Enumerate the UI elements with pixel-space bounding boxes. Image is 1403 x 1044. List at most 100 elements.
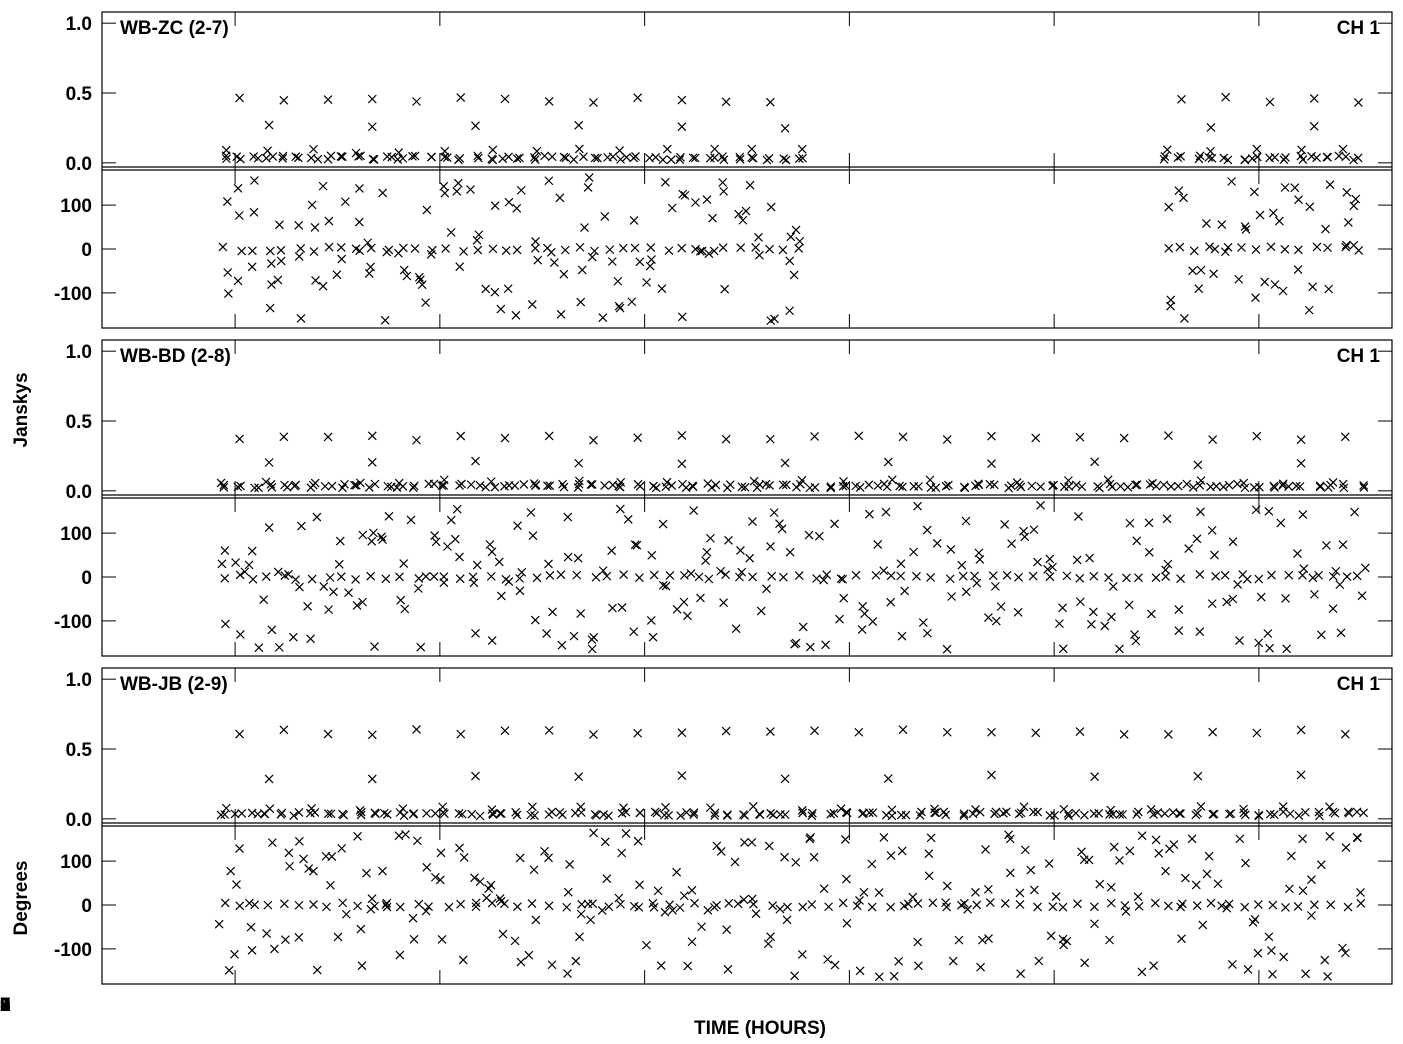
data-point — [822, 570, 832, 580]
data-point — [733, 899, 743, 909]
data-point — [633, 93, 643, 103]
data-point — [1179, 193, 1188, 203]
data-point — [735, 152, 745, 162]
data-point — [1192, 901, 1202, 910]
data-point — [576, 609, 586, 619]
data-point — [569, 631, 579, 641]
data-point — [615, 504, 625, 514]
data-point — [1116, 481, 1125, 491]
data-point — [1316, 860, 1326, 870]
data-point — [1320, 955, 1330, 965]
data-point — [1195, 627, 1205, 637]
data-point — [1131, 480, 1140, 490]
data-point — [678, 479, 687, 489]
data-point — [452, 504, 462, 514]
data-point — [446, 515, 456, 525]
data-point — [1013, 607, 1023, 617]
data-point — [1106, 898, 1116, 908]
data-point — [545, 571, 555, 580]
data-point — [1059, 804, 1069, 814]
data-point — [1031, 433, 1041, 443]
data-point — [597, 905, 607, 915]
data-point — [490, 201, 500, 211]
data-point — [1104, 573, 1113, 582]
data-point — [805, 834, 815, 844]
data-point — [304, 864, 314, 874]
data-point — [614, 301, 624, 311]
data-point — [1239, 808, 1249, 818]
data-point — [1341, 843, 1351, 853]
data-point — [455, 552, 464, 562]
data-point — [598, 566, 608, 576]
data-point — [1268, 900, 1278, 910]
data-point — [264, 120, 274, 130]
data-point — [785, 256, 795, 266]
data-point — [740, 838, 749, 847]
data-point — [629, 627, 639, 637]
data-point — [1205, 242, 1214, 252]
data-point — [618, 243, 628, 253]
data-point — [766, 932, 775, 942]
data-point — [791, 857, 801, 867]
data-point — [662, 477, 672, 487]
data-point — [294, 836, 304, 846]
data-point — [384, 511, 394, 521]
baseline-label: WB-JB (2-9) — [120, 674, 228, 695]
data-point — [780, 458, 790, 468]
data-point — [1196, 801, 1206, 811]
data-point — [324, 605, 334, 615]
data-point — [1120, 901, 1130, 911]
data-point — [575, 242, 585, 252]
data-point — [1309, 121, 1319, 131]
data-point — [701, 556, 711, 566]
data-point — [576, 297, 586, 307]
data-point — [1089, 902, 1099, 912]
data-point — [471, 771, 480, 781]
data-point — [294, 808, 304, 817]
data-point — [1291, 481, 1301, 491]
data-point — [616, 477, 626, 487]
data-point — [220, 619, 230, 629]
data-point — [1323, 243, 1333, 253]
data-point — [1351, 194, 1361, 204]
data-point — [1033, 557, 1042, 567]
data-point — [627, 297, 637, 307]
data-point — [490, 482, 500, 492]
data-point — [1166, 482, 1176, 491]
data-point — [882, 482, 892, 492]
data-point — [897, 846, 907, 856]
data-point — [380, 315, 390, 325]
data-point — [336, 151, 346, 161]
data-point — [1323, 971, 1333, 981]
data-point — [1149, 810, 1158, 819]
data-point — [336, 242, 346, 252]
data-point — [766, 808, 776, 818]
data-point — [895, 481, 905, 491]
data-point — [337, 152, 347, 162]
data-point — [544, 559, 553, 569]
data-point — [469, 578, 479, 588]
data-point — [748, 572, 758, 582]
data-point — [826, 809, 836, 819]
data-point — [366, 571, 376, 581]
data-point — [1193, 771, 1203, 781]
data-point — [1118, 810, 1127, 819]
data-point — [1309, 94, 1319, 103]
data-point — [355, 805, 365, 815]
data-point — [296, 313, 306, 323]
data-point — [1249, 187, 1259, 197]
data-point — [840, 835, 850, 844]
x-axis-title: TIME (HOURS) — [694, 1018, 826, 1039]
data-point — [332, 270, 342, 280]
data-point — [619, 803, 628, 813]
data-point — [1166, 301, 1175, 311]
data-point — [794, 571, 804, 580]
data-point — [838, 574, 848, 584]
data-point — [873, 481, 883, 491]
data-point — [1213, 879, 1223, 889]
data-point — [261, 153, 271, 163]
data-point — [410, 151, 420, 161]
data-point — [327, 852, 337, 862]
data-point — [559, 152, 569, 162]
data-point — [775, 904, 785, 914]
